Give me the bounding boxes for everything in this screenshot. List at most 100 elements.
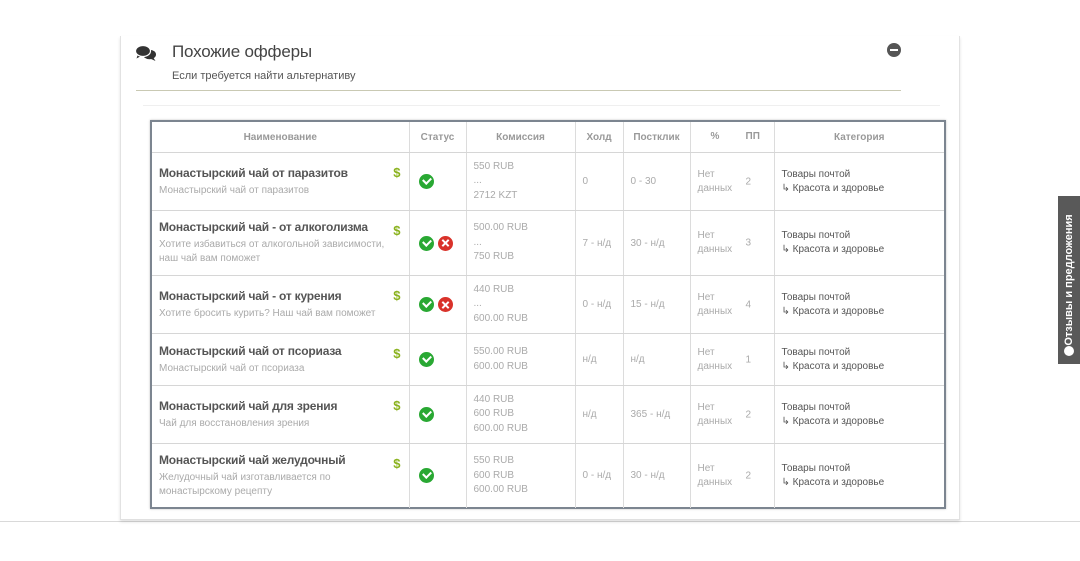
subcategory-name[interactable]: ↳ Красота и здоровье: [781, 476, 885, 488]
table-row: Монастырский чай - от алкоголизма Хотите …: [152, 210, 944, 276]
comments-icon: [135, 44, 156, 61]
percent-line: Нет: [697, 462, 715, 474]
category-name[interactable]: Товары почтой: [781, 462, 851, 474]
commission-value: 600.00 RUB: [473, 360, 528, 372]
category-name[interactable]: Товары почтой: [781, 291, 851, 303]
column-header-postclick[interactable]: Постклик: [623, 122, 691, 153]
offers-table-container: Наименование Статус Комиссия Холд Посткл…: [150, 120, 946, 509]
offer-title-link[interactable]: Монастырский чай от паразитов: [159, 165, 348, 180]
hold-cell: н/д: [575, 333, 624, 386]
category-name[interactable]: Товары почтой: [781, 401, 851, 413]
hold-cell: 0 - н/д: [575, 443, 624, 508]
category-cell: Товары почтой ↳ Красота и здоровье: [774, 275, 944, 334]
offer-description: Желудочный чай изготавливается по монаст…: [159, 471, 331, 497]
offer-description: Монастырский чай от паразитов: [159, 184, 310, 196]
column-header-name[interactable]: Наименование: [152, 122, 410, 153]
commission-cell: 550.00 RUB 600.00 RUB: [466, 333, 576, 386]
table-row: Монастырский чай для зрения Чай для восст…: [152, 385, 944, 444]
percent-value: Нет данных: [698, 346, 738, 374]
column-header-category[interactable]: Категория: [774, 122, 944, 153]
postclick-cell: н/д: [623, 333, 691, 386]
table-row: Монастырский чай желудочный Желудочный ча…: [152, 443, 944, 508]
dollar-icon: $: [393, 456, 401, 471]
minus-circle-icon[interactable]: [887, 43, 901, 57]
postclick-cell: 365 - н/д: [623, 385, 691, 444]
check-circle-icon: [418, 407, 434, 422]
postclick-cell: 30 - н/д: [623, 210, 691, 276]
offer-description: Хотите избавиться от алкогольной зависим…: [159, 239, 385, 264]
pp-value: 2: [745, 470, 752, 482]
category-name[interactable]: Товары почтой: [781, 346, 851, 358]
hold-cell: 7 - н/д: [575, 210, 624, 276]
commission-value: 440 RUB: [473, 393, 515, 405]
offer-description: Монастырский чай от псориаза: [159, 362, 305, 374]
commission-value: 600 RUB: [473, 408, 515, 420]
panel-subtitle: Если требуется найти альтернативу: [172, 70, 356, 82]
pp-value: 3: [745, 237, 752, 249]
category-name[interactable]: Товары почтой: [781, 168, 851, 180]
percent-line: данных: [697, 476, 733, 488]
offer-name-cell: Монастырский чай - от курения Хотите брос…: [152, 275, 410, 334]
percent-line: Нет: [697, 401, 715, 413]
category-cell: Товары почтой ↳ Красота и здоровье: [774, 385, 944, 444]
subcategory-name[interactable]: ↳ Красота и здоровье: [781, 360, 885, 372]
offer-title-link[interactable]: Монастырский чай от псориаза: [159, 343, 342, 358]
category-cell: Товары почтой ↳ Красота и здоровье: [774, 210, 944, 276]
percent-value: Нет данных: [698, 462, 738, 490]
subcategory-name[interactable]: ↳ Красота и здоровье: [781, 415, 885, 427]
column-header-status[interactable]: Статус: [409, 122, 467, 153]
postclick-cell: 0 - 30: [623, 152, 691, 211]
percent-value: Нет данных: [698, 291, 738, 319]
dollar-icon: $: [393, 165, 401, 180]
column-header-commission[interactable]: Комиссия: [466, 122, 576, 153]
subcategory-name[interactable]: ↳ Красота и здоровье: [781, 244, 885, 255]
offer-name-cell: Монастырский чай для зрения Чай для восст…: [152, 385, 410, 444]
category-name[interactable]: Товары почтой: [781, 230, 851, 241]
commission-value: 600.00 RUB: [473, 422, 528, 434]
postclick-cell: 15 - н/д: [623, 275, 691, 334]
offer-name-cell: Монастырский чай от паразитов Монастырски…: [152, 152, 410, 211]
feedback-tab[interactable]: Отзывы и предложения: [1058, 196, 1080, 364]
panel-title: Похожие офферы: [172, 42, 312, 61]
subcategory-name[interactable]: ↳ Красота и здоровье: [781, 182, 885, 194]
column-header-percent: %: [710, 131, 720, 142]
similar-offers-panel: Похожие офферы Если требуется найти альт…: [120, 36, 960, 520]
commission-cell: 550 RUB 600 RUB 600.00 RUB: [466, 443, 576, 508]
status-cell: [409, 333, 467, 386]
percent-line: Нет: [697, 168, 715, 180]
subcategory-name[interactable]: ↳ Красота и здоровье: [781, 305, 885, 317]
column-header-percent-pp[interactable]: % ПП: [690, 122, 775, 153]
category-cell: Товары почтой ↳ Красота и здоровье: [774, 444, 944, 508]
hold-cell: 0: [575, 152, 624, 211]
offer-title-link[interactable]: Монастырский чай для зрения: [159, 398, 338, 413]
offer-name-cell: Монастырский чай - от алкоголизма Хотите …: [152, 210, 410, 276]
offer-title-link[interactable]: Монастырский чай - от алкоголизма: [159, 220, 368, 234]
percent-pp-cell: Нет данных 3: [690, 210, 775, 276]
hold-cell: н/д: [575, 385, 624, 444]
percent-line: данных: [697, 244, 733, 255]
feedback-label: Отзывы и предложения: [1063, 214, 1075, 346]
offer-title-link[interactable]: Монастырский чай - от курения: [159, 288, 342, 303]
commission-value: 550 RUB: [473, 455, 515, 466]
hold-cell: 0 - н/д: [575, 275, 624, 334]
commission-value: 550.00 RUB: [473, 346, 528, 357]
pp-value: 1: [745, 354, 752, 365]
percent-line: Нет: [697, 291, 715, 303]
column-header-hold[interactable]: Холд: [575, 122, 624, 153]
percent-value: Нет данных: [698, 229, 738, 257]
status-cell: [409, 385, 467, 444]
pp-value: 2: [745, 409, 752, 420]
commission-value: 600 RUB: [473, 469, 515, 481]
offer-description: Чай для восстановления зрения: [159, 417, 310, 429]
check-circle-icon: [418, 235, 434, 251]
table-row: Монастырский чай от псориаза Монастырский…: [152, 333, 944, 386]
offer-title-link[interactable]: Монастырский чай желудочный: [159, 452, 346, 467]
commission-cell: 440 RUB 600 RUB 600.00 RUB: [466, 385, 576, 444]
percent-line: данных: [697, 182, 733, 194]
commission-value: ...: [473, 236, 482, 248]
percent-pp-cell: Нет данных 1: [690, 333, 775, 386]
commission-value: 500.00 RUB: [473, 222, 528, 234]
commission-value: 2712 KZT: [473, 189, 518, 201]
lightbulb-icon: [1064, 346, 1074, 356]
header-divider: [136, 90, 901, 91]
